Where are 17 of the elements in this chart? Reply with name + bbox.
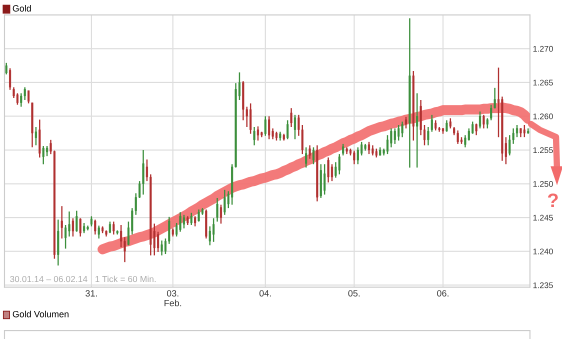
y-tick-label: 1.245 [533, 214, 553, 221]
x-tick-label: 03. Feb. [164, 290, 182, 306]
text: ? [548, 193, 558, 208]
y-tick-label: 1.270 [533, 46, 553, 52]
x-tick-label: 06. [437, 290, 448, 297]
y-tick-label: 1.240 [533, 248, 553, 254]
y-tick-label: 1.255 [533, 147, 553, 154]
y-tick-label: 1.250 [533, 181, 553, 187]
text: Gold Volumen [12, 310, 68, 318]
y-tick-label: 1.235 [533, 282, 553, 288]
x-tick-label: 31. [86, 290, 97, 297]
y-tick-label: 1.260 [533, 113, 553, 120]
annotation: 30.01.14 – 06.02.14 1 Tick = 60 Min. [10, 276, 156, 282]
chart-title: Gold [12, 4, 31, 12]
y-tick-label: 1.265 [533, 80, 553, 86]
x-tick-label: 04. [259, 290, 271, 297]
x-tick-label: 05. [348, 290, 360, 297]
